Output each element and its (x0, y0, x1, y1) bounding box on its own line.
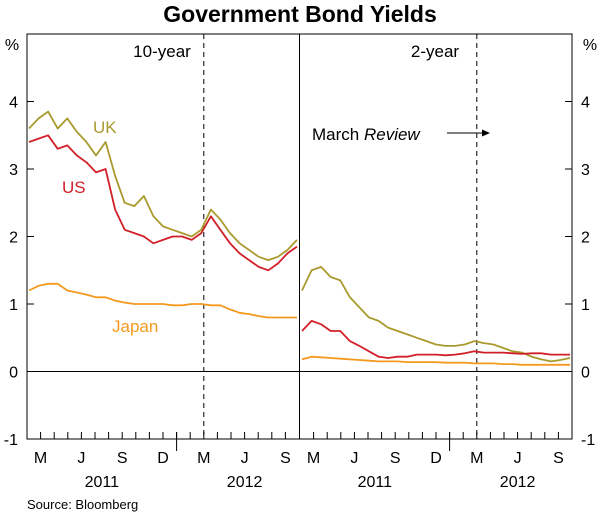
x-month-label: S (553, 450, 564, 467)
y-tick-label-right: 4 (581, 95, 590, 112)
x-month-label: S (280, 450, 291, 467)
chart-title: Government Bond Yields (163, 1, 437, 27)
y-tick-label-right: 1 (581, 297, 590, 314)
x-month-label: J (241, 450, 249, 467)
x-month-label: D (430, 450, 442, 467)
x-month-label: J (77, 450, 85, 467)
x-month-label: M (470, 450, 483, 467)
x-year-label: 2012 (227, 474, 263, 491)
y-tick-label-left: 4 (9, 95, 18, 112)
y-tick-label-left: 3 (9, 162, 18, 179)
series-line-us-2-year (301, 319, 570, 359)
panel-label-10-year: 10-year (133, 42, 191, 61)
y-tick-label-left: 0 (9, 365, 18, 382)
series-label-japan: Japan (112, 317, 158, 336)
y-tick-label-right: 3 (581, 162, 590, 179)
x-month-label: M (34, 450, 47, 467)
y-unit-left: % (5, 37, 19, 54)
y-tick-label-left: 1 (9, 297, 18, 314)
y-tick-label-right: 0 (581, 365, 590, 382)
series-label-uk: UK (93, 118, 117, 137)
series-line-japan-2-year (301, 355, 570, 366)
panel-label-2-year: 2-year (411, 42, 460, 61)
x-year-label: 2011 (358, 474, 393, 491)
series-line-uk-10-year (28, 110, 298, 262)
x-month-label: S (117, 450, 128, 467)
source-note: Source: Bloomberg (27, 497, 138, 512)
x-year-label: 2012 (500, 474, 536, 491)
series-label-us: US (62, 178, 86, 197)
x-month-label: D (157, 450, 169, 467)
x-month-label: J (350, 450, 358, 467)
x-month-label: M (307, 450, 320, 467)
x-month-label: M (197, 450, 210, 467)
y-tick-label-left: -1 (4, 432, 18, 449)
series-line-us-10-year (28, 134, 298, 272)
march-review-annotation: March Review (312, 125, 421, 144)
y-tick-label-left: 2 (9, 230, 18, 247)
x-month-label: S (390, 450, 401, 467)
y-tick-label-right: 2 (581, 230, 590, 247)
x-month-label: J (514, 450, 522, 467)
y-unit-right: % (583, 37, 597, 54)
y-tick-label-right: -1 (581, 432, 595, 449)
annotation-arrowhead (482, 129, 490, 137)
x-year-label: 2011 (85, 474, 120, 491)
series-line-japan-10-year (28, 282, 297, 319)
series-line-uk-2-year (301, 265, 571, 363)
